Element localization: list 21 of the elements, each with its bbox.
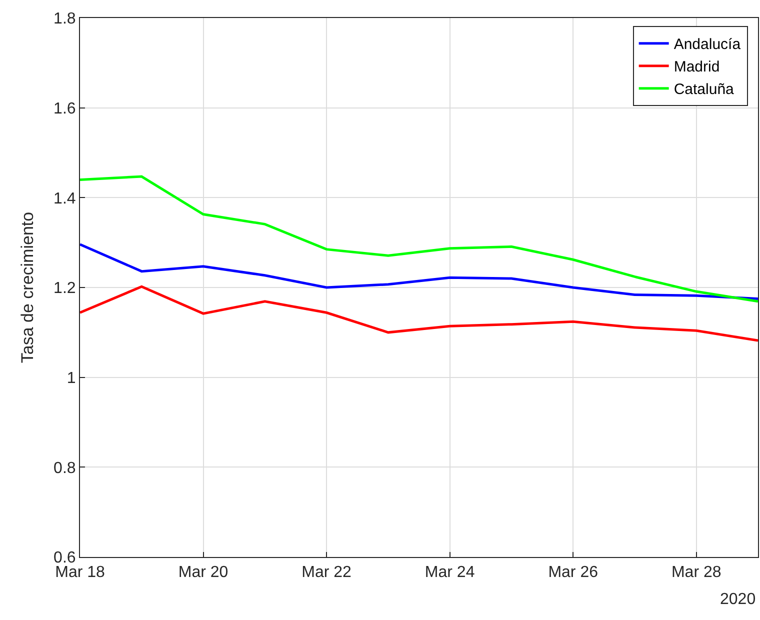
y-tick-label: 0.6 (54, 550, 76, 567)
text: 2020 (720, 591, 756, 608)
y-tick-label: 1.8 (54, 10, 76, 28)
legend-label: Madrid (674, 58, 720, 76)
legend-label: Cataluña (674, 81, 735, 98)
line-series (80, 175, 758, 303)
y-tick-label: 0.8 (54, 460, 76, 477)
legend-label: Andalucía (674, 36, 742, 54)
y-tick-label: 1.4 (54, 190, 76, 208)
x-tick-label: Mar 26 (548, 564, 598, 582)
x-tick-label: Mar 20 (178, 564, 228, 582)
y-tick-label: 1 (66, 370, 76, 387)
y-tick-label: 1.6 (54, 100, 76, 118)
x-tick-label: Mar 18 (55, 564, 105, 582)
x-tick-label: Mar 22 (302, 564, 352, 582)
y-tick-label: 1.2 (54, 280, 76, 298)
x-tick-label: Mar 24 (424, 564, 475, 582)
line-series (80, 243, 758, 300)
x-tick-label: Mar 28 (671, 564, 722, 582)
y-axis-title: Tasa de crecimiento (18, 212, 38, 364)
line-series (80, 285, 758, 342)
